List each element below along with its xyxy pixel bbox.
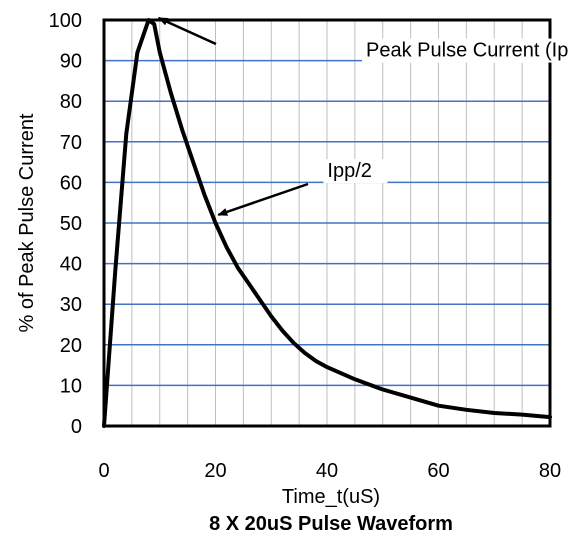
horizontal-gridlines <box>104 59 550 387</box>
x-tick-label: 60 <box>427 460 449 482</box>
x-tick-label: 20 <box>204 460 226 482</box>
y-tick-label: 80 <box>60 91 82 113</box>
y-tick-label: 100 <box>49 10 82 32</box>
y-tick-label: 90 <box>60 51 82 73</box>
chart-title: 8 X 20uS Pulse Waveform <box>209 513 453 535</box>
annotation-arrow <box>217 182 309 217</box>
annotation-peak-label: Peak Pulse Current (Ipp) <box>366 40 568 62</box>
x-tick-label: 0 <box>98 460 109 482</box>
y-tick-label: 30 <box>60 294 82 316</box>
y-tick-labels: 0 10 20 30 40 50 60 70 80 90 100 <box>49 10 82 438</box>
y-tick-label: 40 <box>60 254 82 276</box>
x-tick-label: 40 <box>316 460 338 482</box>
series-layer <box>102 18 552 428</box>
y-tick-label: 20 <box>60 335 82 357</box>
y-tick-label: 0 <box>71 416 82 438</box>
y-tick-label: 50 <box>60 213 82 235</box>
annotation-half-label: Ipp/2 <box>327 160 371 182</box>
y-axis-title: % of Peak Pulse Current <box>16 113 38 332</box>
y-tick-label: 60 <box>60 172 82 194</box>
x-tick-labels: 0 20 40 60 80 <box>98 460 561 482</box>
annotations-layer: Peak Pulse Current (Ipp) Ipp/2 <box>157 16 568 217</box>
annotation-label-bg <box>323 159 388 184</box>
y-tick-label: 10 <box>60 375 82 397</box>
x-tick-label: 80 <box>539 460 561 482</box>
plot-frame <box>102 18 552 428</box>
x-axis-title: Time_t(uS) <box>282 486 380 508</box>
annotation-arrow <box>157 16 217 46</box>
series-line <box>102 18 552 428</box>
y-tick-label: 70 <box>60 132 82 154</box>
annotation-label-bg <box>362 38 568 63</box>
